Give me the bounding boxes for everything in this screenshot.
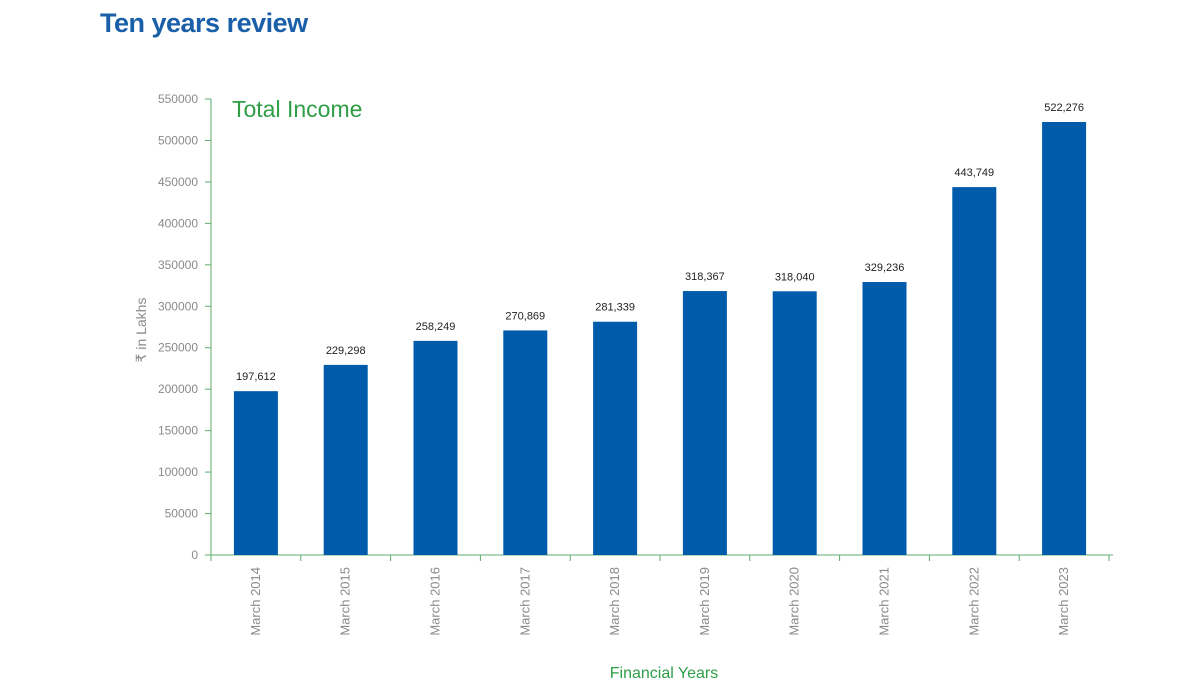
bar (952, 187, 997, 555)
y-tick-label: 150000 (158, 424, 198, 438)
bar-value-label: 197,612 (236, 371, 276, 383)
bar-value-label: 281,339 (595, 302, 635, 314)
y-tick-label: 50000 (165, 507, 199, 521)
bar (1042, 121, 1087, 555)
x-tick-label: March 2022 (966, 567, 981, 636)
y-tick-label: 200000 (158, 382, 198, 396)
bar-value-label: 522,276 (1044, 102, 1084, 114)
x-tick-label: March 2017 (517, 567, 532, 636)
x-axis-ticks: March 2014 March 2015 March 2016 March 2017… (210, 555, 1110, 636)
y-tick-label: 450000 (158, 175, 198, 189)
y-axis-label: ₹ in Lakhs (133, 298, 149, 363)
y-tick-label: 250000 (158, 341, 198, 355)
bar-value-label: 443,749 (954, 167, 994, 179)
page-title: Ten years review (100, 8, 308, 38)
bar-value-label: 318,040 (775, 271, 815, 283)
y-tick-label: 500000 (158, 133, 198, 147)
x-tick-label: March 2014 (248, 567, 263, 636)
y-tick-label: 400000 (158, 216, 198, 230)
bar-value-label: 270,869 (505, 310, 545, 322)
x-tick-label: March 2021 (877, 567, 892, 636)
bar (233, 391, 278, 555)
y-tick-label: 300000 (158, 299, 198, 313)
y-tick-label: 550000 (158, 92, 198, 106)
chart-title: Total Income (232, 96, 362, 122)
bar (593, 321, 638, 555)
x-axis-label: Financial Years (610, 665, 719, 682)
bar-value-label: 229,298 (326, 345, 366, 357)
y-tick-label: 350000 (158, 258, 198, 272)
x-tick-label: March 2015 (338, 567, 353, 636)
bar-value-label: 318,367 (685, 271, 725, 283)
x-tick-label: March 2023 (1056, 567, 1071, 636)
bar-value-label: 329,236 (865, 262, 905, 274)
x-tick-label: March 2016 (428, 567, 443, 636)
y-tick-label: 100000 (158, 465, 198, 479)
y-tick-label: 0 (191, 548, 198, 562)
bar (503, 330, 548, 555)
x-tick-label: March 2020 (787, 567, 802, 636)
bar (682, 291, 727, 555)
x-tick-label: March 2019 (697, 567, 712, 636)
bar (862, 282, 907, 555)
bar-value-label: 258,249 (416, 321, 456, 333)
x-tick-label: March 2018 (607, 567, 622, 636)
bar (772, 291, 817, 555)
bar (413, 340, 458, 555)
bars-group: 197,612 229,298 258,249 270,869 281,339 318,3… (233, 102, 1087, 555)
y-axis-ticks: 0 50000 100000 150000 200000 250000 300000 3500… (158, 92, 211, 562)
bar (323, 364, 368, 555)
